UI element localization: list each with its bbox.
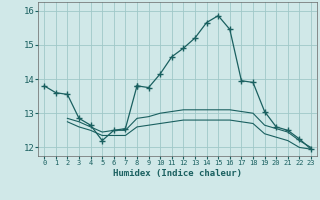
X-axis label: Humidex (Indice chaleur): Humidex (Indice chaleur)	[113, 169, 242, 178]
